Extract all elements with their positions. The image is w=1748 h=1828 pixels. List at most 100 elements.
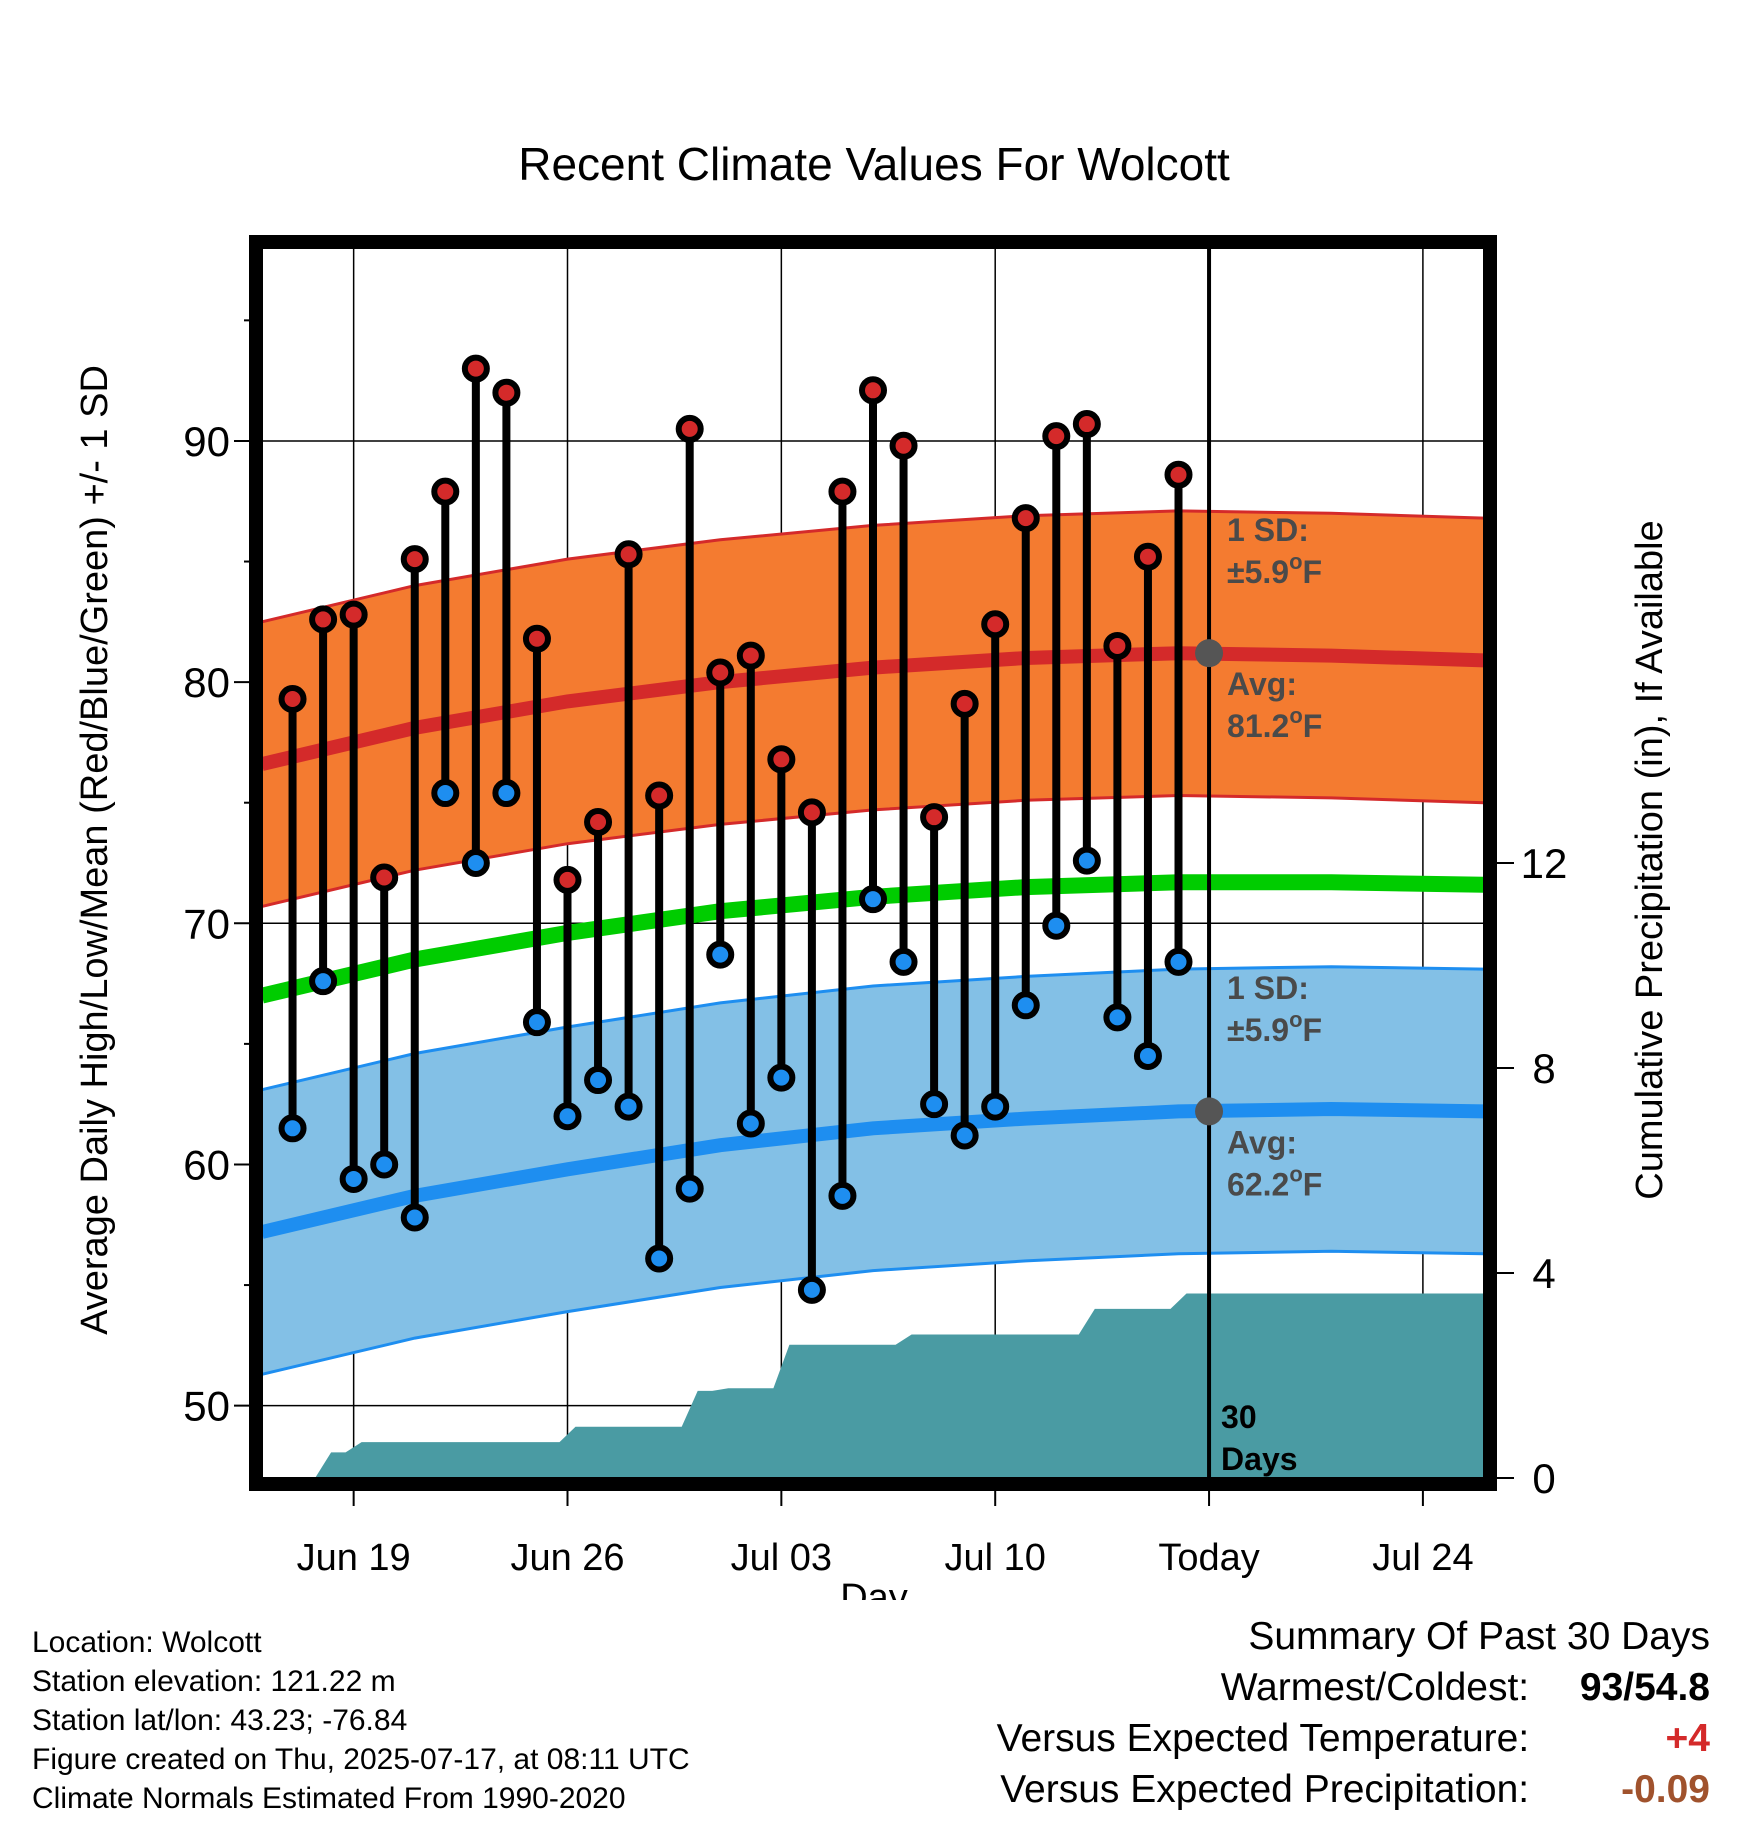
high-temp-point xyxy=(706,658,735,687)
climate-chart: Recent Climate Values For Wolcott 1 SD:±… xyxy=(74,138,1671,1600)
today-low-avg-marker xyxy=(1195,1097,1224,1126)
high-temp-point xyxy=(1133,542,1162,571)
chart-title: Recent Climate Values For Wolcott xyxy=(518,138,1230,190)
summary-warmest-value: 93/54.8 xyxy=(1579,1666,1710,1709)
low-temp-point xyxy=(1133,1041,1162,1070)
high-temp-point xyxy=(767,745,796,774)
summary-warmest-row: Warmest/Coldest: 93/54.8 xyxy=(997,1666,1710,1717)
high-temp-point xyxy=(859,376,887,405)
low-temp-point xyxy=(675,1174,704,1203)
days-label-line2: Days xyxy=(1221,1441,1298,1477)
high-sd-annotation-unit: F xyxy=(1303,554,1323,590)
high-temp-point xyxy=(797,798,826,827)
station-info: Location: Wolcott Station elevation: 121… xyxy=(32,1623,690,1818)
low-temp-point xyxy=(920,1090,949,1119)
high-temp-point xyxy=(431,477,460,506)
y2-tick-label: 8 xyxy=(1532,1045,1555,1092)
info-created: Figure created on Thu, 2025-07-17, at 08… xyxy=(32,1743,690,1776)
low-avg-annotation-value: 62.2 xyxy=(1227,1166,1289,1202)
summary-precip-row: Versus Expected Precipitation: -0.09 xyxy=(997,1768,1710,1819)
high-temp-point xyxy=(553,865,582,894)
low-temp-point xyxy=(797,1275,826,1304)
summary-warmest-label: Warmest/Coldest: xyxy=(1220,1666,1530,1709)
low-temp-point xyxy=(950,1121,979,1150)
high-temp-point xyxy=(981,610,1010,639)
low-avg-annotation-line1: Avg: xyxy=(1227,1124,1297,1160)
y2-tick-label: 0 xyxy=(1532,1455,1555,1502)
high-temp-point xyxy=(920,803,949,832)
x-tick-label: Jun 26 xyxy=(510,1537,624,1579)
high-temp-point xyxy=(339,600,368,629)
x-tick-label: Jul 24 xyxy=(1372,1537,1473,1579)
y-tick-label: 50 xyxy=(183,1383,230,1430)
summary-precip-value: -0.09 xyxy=(1621,1768,1710,1811)
info-location: Location: Wolcott xyxy=(32,1626,262,1659)
low-temp-point xyxy=(553,1102,582,1131)
x-tick-label: Jul 10 xyxy=(944,1537,1045,1579)
y2-tick-label: 12 xyxy=(1521,840,1568,887)
y-tick-label: 70 xyxy=(183,900,230,947)
high-temp-point xyxy=(675,414,704,443)
low-sd-annotation-value: ±5.9 xyxy=(1227,1012,1289,1048)
days-label-line1: 30 xyxy=(1221,1399,1257,1435)
high-avg-annotation-unit: F xyxy=(1303,708,1323,744)
high-temp-point xyxy=(736,641,765,670)
precip-area xyxy=(284,1293,1485,1478)
summary-temp-value: +4 xyxy=(1665,1717,1710,1760)
today-high-avg-marker xyxy=(1195,639,1224,668)
low-avg-annotation-deg: o xyxy=(1289,1161,1302,1186)
high-sd-annotation-value: ±5.9 xyxy=(1227,554,1289,590)
low-temp-point xyxy=(859,885,887,914)
low-temp-point xyxy=(522,1008,551,1037)
low-temp-point xyxy=(400,1203,429,1232)
summary-temp-row: Versus Expected Temperature: +4 xyxy=(997,1717,1710,1768)
y-axis-label-left: Average Daily High/Low/Mean (Red/Blue/Gr… xyxy=(74,365,116,1335)
y-tick-label: 80 xyxy=(183,659,230,706)
info-latlon: Station lat/lon: 43.23; -76.84 xyxy=(32,1704,408,1737)
high-temp-point xyxy=(309,605,338,634)
summary-title: Summary Of Past 30 Days xyxy=(1248,1615,1710,1658)
low-temp-point xyxy=(339,1164,368,1193)
low-sd-annotation-unit: F xyxy=(1303,1012,1323,1048)
low-temp-point xyxy=(767,1063,796,1092)
high-avg-annotation-line2: 81.2oF xyxy=(1227,703,1322,744)
low-temp-point xyxy=(370,1150,399,1179)
info-normals: Climate Normals Estimated From 1990-2020 xyxy=(32,1782,626,1815)
high-temp-point xyxy=(522,624,551,653)
low-temp-point xyxy=(614,1092,643,1121)
y-tick-label: 90 xyxy=(183,418,230,465)
high-temp-point xyxy=(1164,460,1193,489)
low-temp-point xyxy=(645,1244,674,1273)
low-temp-point xyxy=(461,849,490,877)
low-temp-point xyxy=(1042,911,1071,940)
x-tick-label: Today xyxy=(1158,1537,1259,1579)
low-temp-point xyxy=(431,779,460,808)
high-avg-annotation-deg: o xyxy=(1289,703,1302,728)
x-tick-label: Jun 19 xyxy=(297,1537,411,1579)
low-sd-annotation-line2: ±5.9oF xyxy=(1227,1007,1322,1048)
y-axis-label-right: Cumulative Precipitation (in), If Availa… xyxy=(1629,520,1671,1199)
low-temp-point xyxy=(1164,947,1193,976)
high-temp-point xyxy=(461,354,490,383)
high-temp-point xyxy=(950,689,979,718)
high-temp-point xyxy=(370,863,399,892)
low-sd-annotation-line1: 1 SD: xyxy=(1227,970,1309,1006)
low-sd-band-lower xyxy=(261,1249,1485,1376)
low-temp-point xyxy=(889,947,918,976)
low-avg-annotation-line2: 62.2oF xyxy=(1227,1161,1322,1202)
high-temp-point xyxy=(1072,410,1101,439)
high-temp-point xyxy=(1103,631,1132,660)
summary-panel: Summary Of Past 30 Days Warmest/Coldest:… xyxy=(997,1615,1710,1819)
low-normal-line xyxy=(260,1101,1485,1239)
low-temp-point xyxy=(1072,846,1101,875)
high-sd-annotation-deg: o xyxy=(1289,549,1302,574)
low-sd-band-upper xyxy=(261,965,1485,1092)
high-temp-point xyxy=(584,808,613,836)
summary-precip-label: Versus Expected Precipitation: xyxy=(1000,1768,1530,1811)
low-temp-point xyxy=(492,779,521,808)
low-avg-annotation-unit: F xyxy=(1303,1166,1323,1202)
low-temp-point xyxy=(736,1109,765,1138)
high-sd-annotation-line1: 1 SD: xyxy=(1227,512,1309,548)
low-temp-point xyxy=(706,940,735,969)
